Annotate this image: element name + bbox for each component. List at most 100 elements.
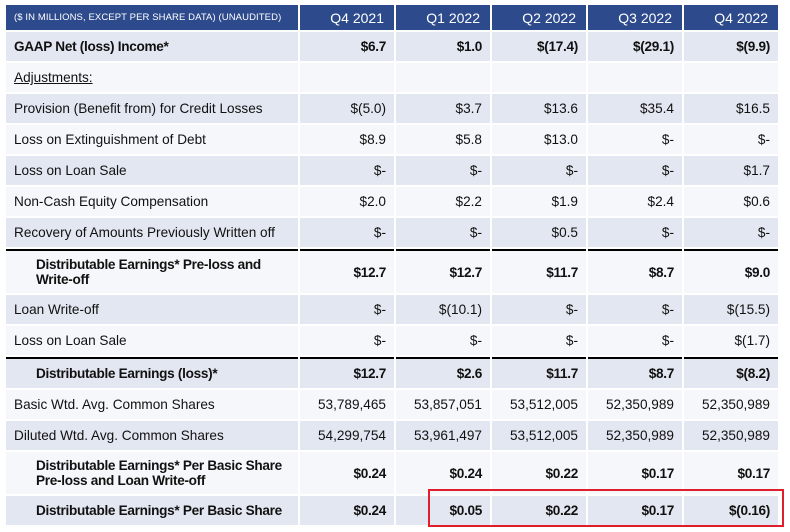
- cell: $1.9: [492, 187, 586, 216]
- debt-extinguishment-row: Loss on Extinguishment of Debt $8.9 $5.8…: [6, 125, 778, 154]
- cell: 53,512,005: [492, 421, 586, 450]
- cell: $0.22: [492, 496, 586, 525]
- period-header: Q4 2021: [300, 5, 394, 30]
- cell: $0.24: [300, 452, 394, 494]
- cell: $-: [684, 125, 778, 154]
- cell: 53,857,051: [396, 390, 490, 419]
- period-header: Q4 2022: [684, 5, 778, 30]
- cell: $-: [300, 218, 394, 247]
- earnings-reconciliation-table: ($ IN MILLIONS, EXCEPT PER SHARE DATA) (…: [4, 3, 780, 527]
- cell: [300, 63, 394, 92]
- cell: $-: [588, 156, 682, 185]
- cell: $-: [588, 125, 682, 154]
- cell: $-: [492, 295, 586, 324]
- cell: $-: [300, 295, 394, 324]
- cell: $1.0: [396, 32, 490, 61]
- adjustments-heading-row: Adjustments:: [6, 63, 778, 92]
- cell: $0.17: [684, 452, 778, 494]
- cell: $16.5: [684, 94, 778, 123]
- recovery-row: Recovery of Amounts Previously Written o…: [6, 218, 778, 247]
- cell: $-: [396, 326, 490, 355]
- row-label: Provision (Benefit from) for Credit Loss…: [6, 94, 298, 123]
- cell: 52,350,989: [588, 421, 682, 450]
- cell: $0.6: [684, 187, 778, 216]
- cell: 52,350,989: [588, 390, 682, 419]
- cell: $6.7: [300, 32, 394, 61]
- period-header: Q2 2022: [492, 5, 586, 30]
- cell: $13.0: [492, 125, 586, 154]
- row-label: Distributable Earnings (loss)*: [6, 357, 298, 388]
- cell: $3.7: [396, 94, 490, 123]
- cell: $12.7: [396, 249, 490, 293]
- cell: 54,299,754: [300, 421, 394, 450]
- equity-compensation-row: Non-Cash Equity Compensation $2.0 $2.2 $…: [6, 187, 778, 216]
- cell: $0.17: [588, 452, 682, 494]
- cell: 52,350,989: [684, 390, 778, 419]
- cell: $-: [492, 326, 586, 355]
- de-per-share-pre-loss-row: Distributable Earnings* Per Basic Share …: [6, 452, 778, 494]
- loan-sale-loss-row-2: Loss on Loan Sale $- $- $- $- $(1.7): [6, 326, 778, 355]
- row-label: Loss on Loan Sale: [6, 156, 298, 185]
- cell: $0.5: [492, 218, 586, 247]
- header-row: ($ IN MILLIONS, EXCEPT PER SHARE DATA) (…: [6, 5, 778, 30]
- cell: $-: [588, 295, 682, 324]
- cell: $35.4: [588, 94, 682, 123]
- cell: $(5.0): [300, 94, 394, 123]
- cell: $13.6: [492, 94, 586, 123]
- cell: $-: [588, 326, 682, 355]
- row-label: Recovery of Amounts Previously Written o…: [6, 218, 298, 247]
- cell: $5.8: [396, 125, 490, 154]
- credit-losses-row: Provision (Benefit from) for Credit Loss…: [6, 94, 778, 123]
- cell: $(17.4): [492, 32, 586, 61]
- cell: $(0.16): [684, 496, 778, 525]
- row-label: GAAP Net (loss) Income*: [6, 32, 298, 61]
- gaap-net-income-row: GAAP Net (loss) Income* $6.7 $1.0 $(17.4…: [6, 32, 778, 61]
- cell: $2.6: [396, 357, 490, 388]
- row-label: Non-Cash Equity Compensation: [6, 187, 298, 216]
- row-label: Loss on Loan Sale: [6, 326, 298, 355]
- period-header: Q1 2022: [396, 5, 490, 30]
- cell: $0.17: [588, 496, 682, 525]
- row-label: Diluted Wtd. Avg. Common Shares: [6, 421, 298, 450]
- cell: $0.24: [396, 452, 490, 494]
- cell: $(15.5): [684, 295, 778, 324]
- loan-sale-loss-row: Loss on Loan Sale $- $- $- $- $1.7: [6, 156, 778, 185]
- cell: [684, 63, 778, 92]
- cell: $-: [396, 218, 490, 247]
- cell: $-: [588, 218, 682, 247]
- cell: $0.22: [492, 452, 586, 494]
- period-header: Q3 2022: [588, 5, 682, 30]
- row-label: Distributable Earnings* Per Basic Share: [6, 496, 298, 525]
- cell: $-: [300, 156, 394, 185]
- cell: $0.05: [396, 496, 490, 525]
- loan-write-off-row: Loan Write-off $- $(10.1) $- $- $(15.5): [6, 295, 778, 324]
- cell: $0.24: [300, 496, 394, 525]
- cell: $11.7: [492, 249, 586, 293]
- cell: $(8.2): [684, 357, 778, 388]
- de-per-share-row: Distributable Earnings* Per Basic Share …: [6, 496, 778, 525]
- cell: $8.9: [300, 125, 394, 154]
- cell: [396, 63, 490, 92]
- cell: $(1.7): [684, 326, 778, 355]
- row-label: Distributable Earnings* Pre-loss and Wri…: [6, 249, 298, 293]
- cell: $2.2: [396, 187, 490, 216]
- cell: $(10.1): [396, 295, 490, 324]
- cell: $1.7: [684, 156, 778, 185]
- de-pre-loss-row: Distributable Earnings* Pre-loss and Wri…: [6, 249, 778, 293]
- cell: $9.0: [684, 249, 778, 293]
- cell: 53,789,465: [300, 390, 394, 419]
- cell: $-: [492, 156, 586, 185]
- row-label: Adjustments:: [6, 63, 298, 92]
- cell: $-: [684, 218, 778, 247]
- distributable-earnings-row: Distributable Earnings (loss)* $12.7 $2.…: [6, 357, 778, 388]
- row-label: Loss on Extinguishment of Debt: [6, 125, 298, 154]
- cell: $11.7: [492, 357, 586, 388]
- cell: $(29.1): [588, 32, 682, 61]
- cell: $12.7: [300, 249, 394, 293]
- cell: $-: [300, 326, 394, 355]
- cell: [588, 63, 682, 92]
- row-label: Loan Write-off: [6, 295, 298, 324]
- basic-shares-row: Basic Wtd. Avg. Common Shares 53,789,465…: [6, 390, 778, 419]
- row-label: Distributable Earnings* Per Basic Share …: [6, 452, 298, 494]
- cell: $-: [396, 156, 490, 185]
